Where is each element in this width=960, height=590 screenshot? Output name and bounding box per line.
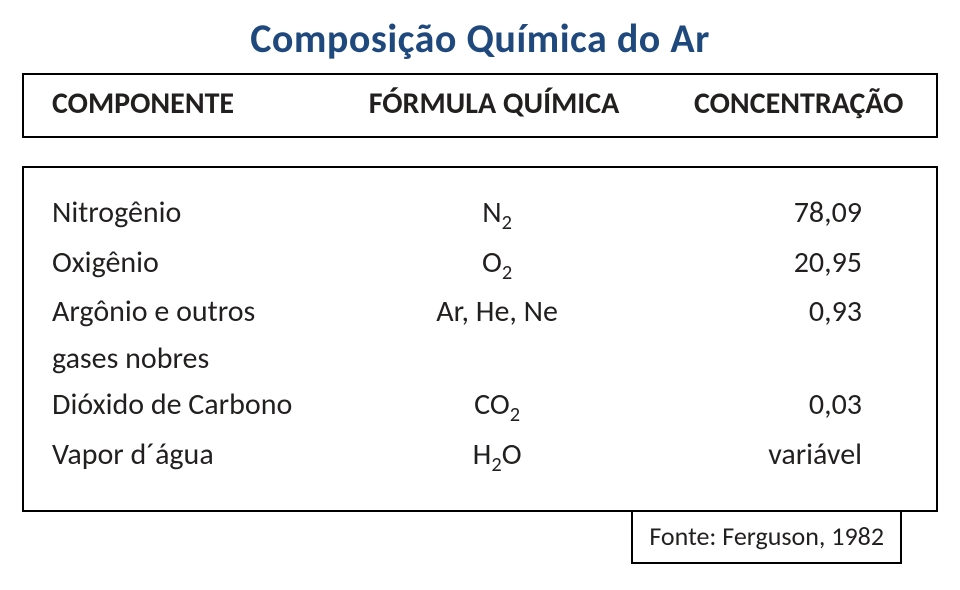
header-concentracao: CONCENTRAÇÃO	[694, 85, 908, 122]
table-row: Argônio e outros Ar, He, Ne 0,93	[52, 289, 908, 336]
cell-concentration: 0,93	[626, 289, 908, 336]
cell-component: Dióxido de Carbono	[52, 382, 369, 429]
data-table: Nitrogênio N2 78,09 Oxigênio O2 20,95 Ar…	[22, 166, 938, 512]
cell-component: Argônio e outros	[52, 289, 369, 336]
source-citation: Fonte: Ferguson, 1982	[631, 510, 902, 564]
cell-formula: N2	[369, 190, 626, 240]
table-row: Dióxido de Carbono CO2 0,03	[52, 382, 908, 432]
header-formula: FÓRMULA QUÍMICA	[369, 85, 694, 122]
cell-concentration: 0,03	[626, 382, 908, 429]
page-title: Composição Química do Ar	[22, 14, 938, 63]
cell-formula: CO2	[369, 382, 626, 432]
cell-component: gases nobres	[52, 336, 369, 383]
cell-formula: H2O	[369, 432, 626, 482]
cell-component: Vapor d´água	[52, 432, 369, 479]
header-componente: COMPONENTE	[52, 85, 369, 122]
table-row: Vapor d´água H2O variável	[52, 432, 908, 482]
cell-component: Oxigênio	[52, 240, 369, 287]
cell-formula: Ar, He, Ne	[369, 289, 626, 336]
table-row: Nitrogênio N2 78,09	[52, 190, 908, 240]
cell-formula: O2	[369, 240, 626, 290]
cell-component: Nitrogênio	[52, 190, 369, 237]
table-header: COMPONENTE FÓRMULA QUÍMICA CONCENTRAÇÃO	[22, 73, 938, 138]
table-row: Oxigênio O2 20,95	[52, 240, 908, 290]
cell-concentration: 20,95	[626, 240, 908, 287]
table-row: gases nobres	[52, 336, 908, 383]
cell-concentration: variável	[626, 432, 908, 479]
cell-concentration: 78,09	[626, 190, 908, 237]
